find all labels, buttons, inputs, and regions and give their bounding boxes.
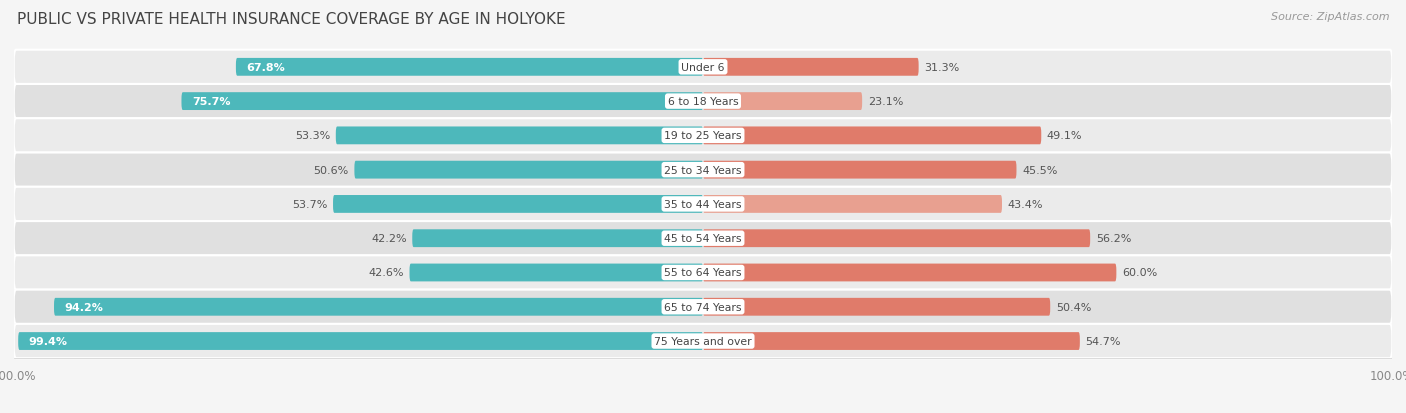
FancyBboxPatch shape	[412, 230, 703, 247]
Legend: Public Insurance, Private Insurance: Public Insurance, Private Insurance	[564, 411, 842, 413]
Text: 54.7%: 54.7%	[1085, 336, 1121, 346]
FancyBboxPatch shape	[236, 59, 703, 76]
FancyBboxPatch shape	[14, 50, 1392, 85]
FancyBboxPatch shape	[354, 161, 703, 179]
Text: 49.1%: 49.1%	[1047, 131, 1083, 141]
Text: 60.0%: 60.0%	[1122, 268, 1157, 278]
Text: 94.2%: 94.2%	[65, 302, 103, 312]
FancyBboxPatch shape	[181, 93, 703, 111]
Text: 31.3%: 31.3%	[924, 63, 959, 73]
Text: 65 to 74 Years: 65 to 74 Years	[664, 302, 742, 312]
Text: 35 to 44 Years: 35 to 44 Years	[664, 199, 742, 209]
Text: 75.7%: 75.7%	[191, 97, 231, 107]
FancyBboxPatch shape	[53, 298, 703, 316]
Text: Under 6: Under 6	[682, 63, 724, 73]
Text: Source: ZipAtlas.com: Source: ZipAtlas.com	[1271, 12, 1389, 22]
FancyBboxPatch shape	[14, 153, 1392, 188]
FancyBboxPatch shape	[14, 221, 1392, 256]
FancyBboxPatch shape	[703, 298, 1050, 316]
FancyBboxPatch shape	[14, 85, 1392, 119]
FancyBboxPatch shape	[703, 332, 1080, 350]
FancyBboxPatch shape	[336, 127, 703, 145]
Text: 42.2%: 42.2%	[371, 234, 406, 244]
Text: 50.6%: 50.6%	[314, 165, 349, 175]
Text: 55 to 64 Years: 55 to 64 Years	[664, 268, 742, 278]
FancyBboxPatch shape	[703, 195, 1002, 214]
FancyBboxPatch shape	[703, 264, 1116, 282]
FancyBboxPatch shape	[14, 290, 1392, 324]
FancyBboxPatch shape	[333, 195, 703, 214]
FancyBboxPatch shape	[14, 256, 1392, 290]
FancyBboxPatch shape	[14, 324, 1392, 358]
FancyBboxPatch shape	[703, 93, 862, 111]
FancyBboxPatch shape	[703, 127, 1042, 145]
FancyBboxPatch shape	[14, 119, 1392, 153]
Text: 56.2%: 56.2%	[1095, 234, 1130, 244]
Text: PUBLIC VS PRIVATE HEALTH INSURANCE COVERAGE BY AGE IN HOLYOKE: PUBLIC VS PRIVATE HEALTH INSURANCE COVER…	[17, 12, 565, 27]
Text: 53.3%: 53.3%	[295, 131, 330, 141]
Text: 45.5%: 45.5%	[1022, 165, 1057, 175]
Text: 19 to 25 Years: 19 to 25 Years	[664, 131, 742, 141]
FancyBboxPatch shape	[14, 188, 1392, 221]
Text: 75 Years and over: 75 Years and over	[654, 336, 752, 346]
Text: 45 to 54 Years: 45 to 54 Years	[664, 234, 742, 244]
Text: 25 to 34 Years: 25 to 34 Years	[664, 165, 742, 175]
FancyBboxPatch shape	[703, 59, 918, 76]
Text: 50.4%: 50.4%	[1056, 302, 1091, 312]
Text: 6 to 18 Years: 6 to 18 Years	[668, 97, 738, 107]
Text: 42.6%: 42.6%	[368, 268, 404, 278]
FancyBboxPatch shape	[703, 161, 1017, 179]
Text: 43.4%: 43.4%	[1008, 199, 1043, 209]
Text: 67.8%: 67.8%	[246, 63, 285, 73]
Text: 99.4%: 99.4%	[28, 336, 67, 346]
Text: 53.7%: 53.7%	[292, 199, 328, 209]
FancyBboxPatch shape	[18, 332, 703, 350]
FancyBboxPatch shape	[703, 230, 1090, 247]
FancyBboxPatch shape	[409, 264, 703, 282]
Text: 23.1%: 23.1%	[868, 97, 903, 107]
